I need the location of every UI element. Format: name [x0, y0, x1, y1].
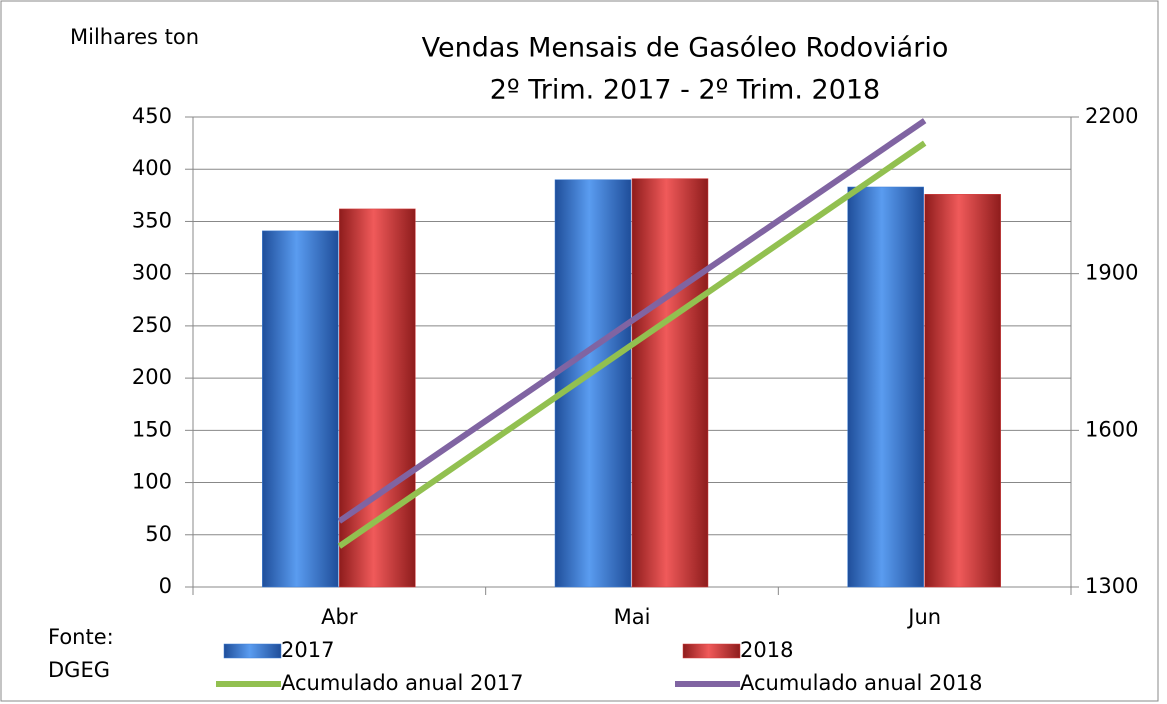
bar	[924, 194, 1001, 588]
legend-swatch	[223, 643, 282, 659]
legend-label: 2018	[740, 638, 793, 662]
y-tick-label: 0	[159, 574, 172, 598]
y-tick-label: 450	[132, 104, 172, 128]
y-tick-label: 150	[132, 417, 172, 441]
chart-subtitle: 2º Trim. 2017 - 2º Trim. 2018	[490, 75, 881, 106]
y-tick-label: 50	[145, 522, 172, 546]
bar	[554, 179, 632, 588]
x-tick-label: Jun	[906, 605, 941, 629]
line	[337, 140, 927, 549]
y2-tick-label: 2200	[1085, 104, 1138, 128]
y-tick-label: 350	[132, 208, 172, 232]
line	[337, 118, 927, 524]
bar	[847, 186, 924, 588]
source: DGEG	[48, 658, 110, 682]
y-tick-label: 100	[132, 470, 172, 494]
bar	[339, 208, 416, 588]
y2-tick-label: 1300	[1085, 574, 1138, 598]
bar	[262, 230, 339, 588]
source: Fonte:	[48, 625, 114, 649]
y2-tick-label: 1600	[1085, 417, 1138, 441]
y2-tick-label: 1900	[1085, 261, 1138, 285]
bar	[631, 178, 709, 588]
chart-title: Vendas Mensais de Gasóleo Rodoviário	[422, 33, 949, 64]
legend-label: Acumulado anual 2018	[740, 671, 982, 695]
y-axis-label: Milhares ton	[70, 25, 199, 49]
legend-swatch	[682, 643, 741, 659]
y-tick-label: 250	[132, 313, 172, 337]
x-tick-label: Abr	[321, 605, 358, 629]
y-tick-label: 300	[132, 261, 172, 285]
x-tick-label: Mai	[614, 605, 651, 629]
y-tick-label: 400	[132, 156, 172, 180]
legend-label: 2017	[281, 638, 334, 662]
y-tick-label: 200	[132, 365, 172, 389]
legend-label: Acumulado anual 2017	[281, 671, 523, 695]
